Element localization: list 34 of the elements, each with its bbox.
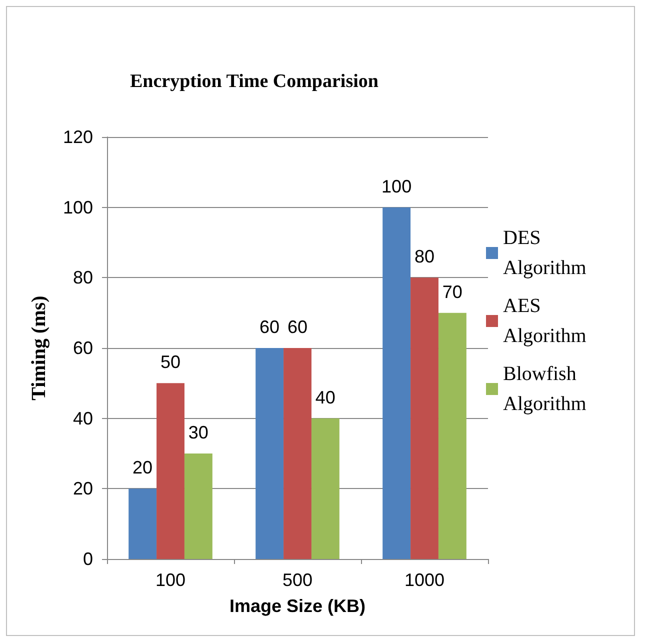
y-tick-label: 80 — [72, 268, 93, 288]
y-axis-title: Timing (ms) — [28, 296, 50, 400]
legend-label: AES Algorithm — [503, 295, 587, 347]
data-label: 30 — [188, 422, 208, 442]
bar — [311, 418, 340, 559]
data-label: 20 — [132, 458, 153, 478]
y-tick-label: 100 — [62, 197, 93, 218]
x-tick-label: 500 — [282, 570, 313, 590]
bar — [128, 488, 157, 559]
bar — [156, 383, 184, 559]
y-tick-label: 0 — [82, 549, 93, 569]
y-tick-label: 20 — [72, 478, 93, 499]
data-label: 60 — [260, 317, 280, 337]
bar — [382, 207, 411, 559]
y-tick-label: 120 — [62, 127, 93, 147]
data-label: 40 — [315, 387, 336, 408]
y-tick-label: 40 — [72, 408, 93, 428]
y-tick-label: 60 — [72, 338, 93, 358]
data-label: 80 — [414, 246, 435, 267]
legend-label: DES Algorithm — [503, 227, 587, 279]
data-label: 70 — [442, 282, 462, 302]
x-tick-label: 100 — [155, 570, 186, 590]
chart-title: Encryption Time Comparision — [130, 71, 379, 92]
data-label: 60 — [287, 317, 308, 337]
bar — [284, 348, 312, 559]
bar — [184, 454, 212, 559]
x-tick-label: 1000 — [404, 570, 445, 590]
bar — [256, 348, 284, 559]
legend-label: Blowfish Algorithm — [503, 363, 587, 415]
bar — [410, 278, 438, 559]
x-axis-title: Image Size (KB) — [229, 596, 366, 616]
data-label: 100 — [382, 176, 412, 196]
data-label: 50 — [160, 352, 181, 372]
bar — [438, 312, 466, 559]
